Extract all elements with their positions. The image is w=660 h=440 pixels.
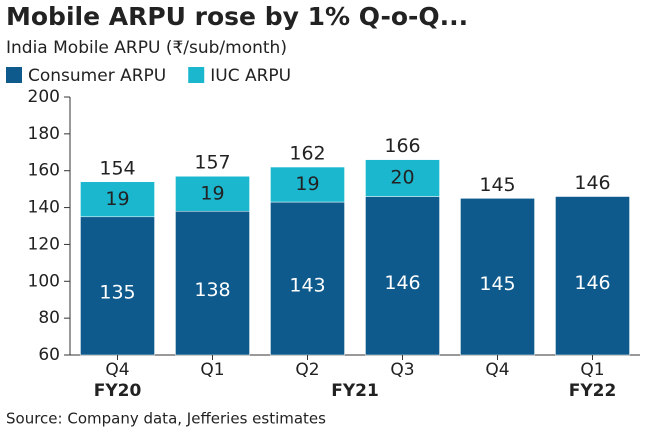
data-label: 19 — [295, 173, 319, 195]
group-label: FY20 — [94, 381, 142, 401]
data-label: 19 — [105, 188, 129, 210]
data-label: 20 — [390, 167, 414, 189]
y-tick-label: 200 — [28, 87, 60, 107]
bar-segment — [270, 166, 345, 203]
x-tick-label: Q4 — [105, 360, 129, 380]
y-tick-label: 100 — [28, 271, 60, 291]
chart-title: Mobile ARPU rose by 1% Q-o-Q... — [6, 2, 468, 31]
chart-subtitle: India Mobile ARPU (₹/sub/month) — [6, 38, 287, 58]
bar-segment — [460, 198, 535, 356]
y-tick-label: 160 — [28, 161, 60, 181]
total-label: 154 — [99, 157, 135, 179]
total-label: 162 — [289, 143, 325, 165]
bar-segment — [270, 201, 345, 356]
legend-label: IUC ARPU — [210, 66, 291, 86]
data-label: 145 — [479, 273, 515, 295]
source-note: Source: Company data, Jefferies estimate… — [6, 410, 326, 428]
group-label: FY22 — [569, 381, 617, 401]
x-tick-label: Q3 — [390, 360, 414, 380]
bar-segment — [80, 181, 155, 218]
data-label: 146 — [384, 272, 420, 294]
y-tick-label: 80 — [38, 308, 60, 328]
total-label: 157 — [194, 152, 230, 174]
y-tick-label: 140 — [28, 198, 60, 218]
total-label: 146 — [574, 172, 610, 194]
legend-swatch — [188, 67, 205, 83]
data-label: 135 — [99, 281, 135, 303]
total-label: 145 — [479, 174, 515, 196]
bar-segment — [365, 196, 440, 356]
y-tick-label: 60 — [38, 345, 60, 365]
data-label: 19 — [200, 182, 224, 204]
total-label: 166 — [384, 135, 420, 157]
x-tick-label: Q1 — [580, 360, 604, 380]
bar-segment — [555, 196, 630, 356]
data-label: 143 — [289, 275, 325, 297]
y-tick-label: 120 — [28, 234, 60, 254]
x-tick-label: Q2 — [295, 360, 319, 380]
data-label: 146 — [574, 272, 610, 294]
legend-label: Consumer ARPU — [28, 66, 166, 86]
bar-segment — [175, 175, 250, 212]
bar-segment — [175, 211, 250, 356]
legend-swatch — [6, 67, 22, 83]
group-label: FY21 — [331, 381, 379, 401]
x-tick-label: Q4 — [485, 360, 509, 380]
y-tick-label: 180 — [28, 124, 60, 144]
bar-segment — [365, 159, 440, 197]
data-label: 138 — [194, 279, 230, 301]
x-tick-label: Q1 — [200, 360, 224, 380]
